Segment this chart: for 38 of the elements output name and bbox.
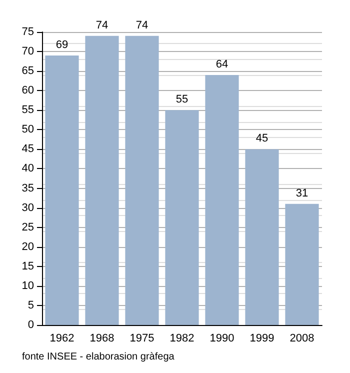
y-tick-label: 40: [22, 162, 34, 175]
x-tick-label: 2008: [290, 332, 314, 344]
y-tick-label: 15: [22, 260, 34, 272]
x-tick-label: 1982: [170, 332, 194, 344]
x-tick-label: 1962: [50, 332, 74, 344]
data-label: 69: [56, 38, 68, 51]
y-tick-label: 55: [22, 104, 34, 116]
y-tick-label: 75: [22, 26, 34, 38]
x-tick-label: 1999: [250, 332, 274, 344]
data-label: 74: [96, 19, 108, 32]
bar: [285, 204, 319, 325]
y-tick-label: 45: [22, 143, 34, 156]
data-label: 45: [256, 132, 268, 145]
data-label: 31: [296, 187, 308, 200]
x-tick-label: 1990: [210, 332, 234, 344]
y-tick-label: 70: [22, 46, 34, 58]
source-note: fonte INSEE - elaborasion gràfega: [22, 352, 175, 362]
data-label: 55: [176, 94, 188, 106]
data-label: 64: [216, 58, 228, 70]
y-tick-label: 35: [22, 182, 34, 194]
x-tick-label: 1968: [90, 332, 114, 344]
y-tick-label: 60: [22, 84, 34, 97]
bar: [85, 36, 119, 325]
bar: [245, 149, 279, 325]
y-tick-label: 30: [22, 202, 34, 214]
y-tick-label: 65: [22, 65, 34, 78]
y-tick-label: 20: [22, 240, 34, 253]
y-tick-label: 25: [22, 221, 34, 234]
bar: [125, 36, 159, 325]
bar: [45, 55, 79, 325]
bar: [205, 74, 239, 325]
bar: [165, 110, 199, 325]
y-tick-label: 0: [28, 319, 34, 331]
data-label: 74: [136, 19, 148, 32]
y-tick-label: 10: [22, 280, 34, 292]
y-tick-label: 5: [28, 299, 34, 312]
x-tick-label: 1975: [130, 332, 154, 344]
y-tick-label: 50: [22, 124, 34, 136]
